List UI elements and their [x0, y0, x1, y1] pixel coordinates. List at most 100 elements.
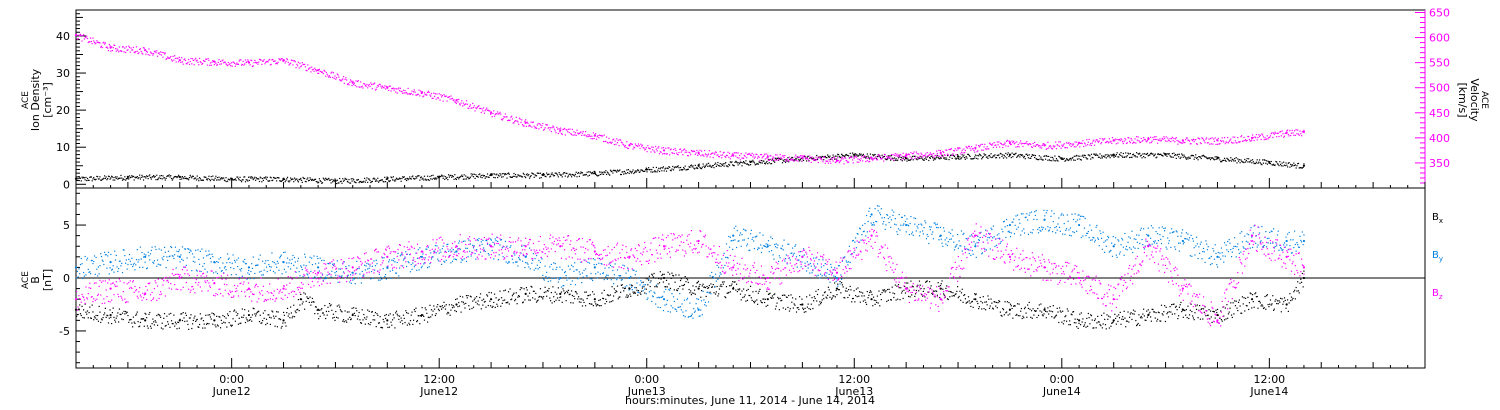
velocity-point	[358, 86, 360, 88]
velocity-point	[1245, 140, 1247, 142]
velocity-point	[1198, 137, 1200, 140]
ion-density-point	[1079, 158, 1082, 161]
bx-point	[405, 312, 408, 314]
velocity-point	[318, 72, 320, 75]
velocity-point	[353, 83, 355, 86]
velocity-point	[1240, 136, 1242, 138]
velocity-point	[574, 132, 577, 134]
velocity-point	[860, 158, 862, 160]
ion-density-datum	[126, 175, 129, 178]
velocity-point	[1264, 137, 1266, 139]
bx-point	[173, 314, 175, 316]
bx-point	[590, 303, 592, 305]
ion-density-point	[401, 177, 403, 180]
velocity-point	[757, 155, 759, 157]
velocity-point	[991, 144, 993, 146]
velocity-point	[529, 125, 531, 127]
ion-density-point	[247, 180, 249, 182]
bx-point	[1033, 314, 1035, 316]
bx-point	[672, 275, 675, 277]
bx-point	[932, 293, 934, 296]
by-point	[91, 259, 93, 262]
velocity-point	[295, 66, 297, 69]
ion-density-point	[869, 153, 872, 155]
velocity-point	[739, 159, 742, 161]
velocity-point	[1097, 141, 1100, 143]
bx-point	[927, 291, 929, 293]
ion-density-point	[604, 171, 606, 174]
velocity-point	[666, 153, 668, 155]
ion-density-point	[388, 180, 391, 183]
velocity-point	[1076, 144, 1079, 146]
velocity-point	[1015, 146, 1017, 148]
velocity-point	[1202, 137, 1204, 140]
bx-point	[107, 322, 110, 324]
ion-density-point	[434, 178, 436, 180]
velocity-point	[1219, 142, 1221, 145]
velocity-datum	[317, 69, 320, 72]
bx-point	[172, 323, 174, 325]
ion-density-point	[1055, 158, 1058, 160]
ion-density-point	[598, 174, 600, 177]
velocity-point	[1114, 140, 1116, 142]
velocity-point	[247, 60, 250, 62]
ion-density-point	[974, 156, 976, 158]
bx-point	[963, 294, 965, 297]
bx-point	[208, 323, 210, 325]
bx-point	[365, 318, 367, 320]
bx-point	[876, 301, 878, 304]
velocity-point	[1281, 130, 1283, 132]
bx-point	[77, 313, 79, 316]
bx-point	[302, 301, 304, 303]
velocity-point	[439, 99, 441, 101]
ion-density-point	[1189, 157, 1191, 159]
bx-point	[545, 291, 547, 293]
ion-density-point	[160, 177, 162, 180]
bx-point	[558, 299, 560, 302]
bx-point	[1174, 313, 1176, 315]
ion-density-point	[894, 159, 896, 161]
velocity-point	[1042, 143, 1044, 145]
velocity-point	[595, 133, 597, 135]
velocity-point	[886, 157, 889, 159]
velocity-point	[143, 47, 145, 49]
ion-density-point	[656, 171, 658, 173]
velocity-point	[1261, 133, 1263, 135]
bx-point	[586, 297, 588, 300]
bx-point	[935, 290, 938, 292]
velocity-point	[871, 158, 873, 161]
ion-density-point	[1067, 159, 1069, 162]
ion-density-point	[1016, 156, 1018, 158]
ion-density-point	[339, 180, 342, 183]
bx-point	[514, 300, 516, 302]
ion-density-point	[1170, 156, 1172, 158]
ion-density-point	[459, 176, 461, 178]
ion-density-point	[412, 175, 414, 177]
ion-density-point	[122, 178, 124, 180]
velocity-point	[109, 45, 111, 47]
velocity-point	[652, 146, 654, 148]
velocity-point	[183, 59, 185, 61]
bx-point	[430, 309, 433, 311]
bx-point	[741, 290, 743, 292]
bx-point	[1223, 319, 1226, 321]
velocity-point	[230, 62, 233, 64]
velocity-point	[1192, 138, 1195, 140]
ion-density-point	[1169, 155, 1171, 157]
velocity-point	[278, 58, 280, 60]
bx-point	[1010, 305, 1012, 307]
ion-density-point	[1143, 155, 1145, 158]
bx-point	[229, 310, 231, 313]
ion-density-point	[1203, 155, 1205, 157]
ion-density-point	[821, 155, 823, 157]
ion-density-point	[1028, 154, 1030, 156]
bx-point	[618, 296, 620, 298]
bx-point	[655, 285, 658, 287]
ion-density-point	[1264, 159, 1266, 161]
ion-density-point	[286, 176, 289, 178]
ion-density-point	[219, 179, 221, 181]
ion-density-point	[997, 154, 999, 157]
bx-point	[1281, 298, 1283, 300]
velocity-point	[767, 154, 769, 156]
velocity-point	[293, 60, 295, 62]
